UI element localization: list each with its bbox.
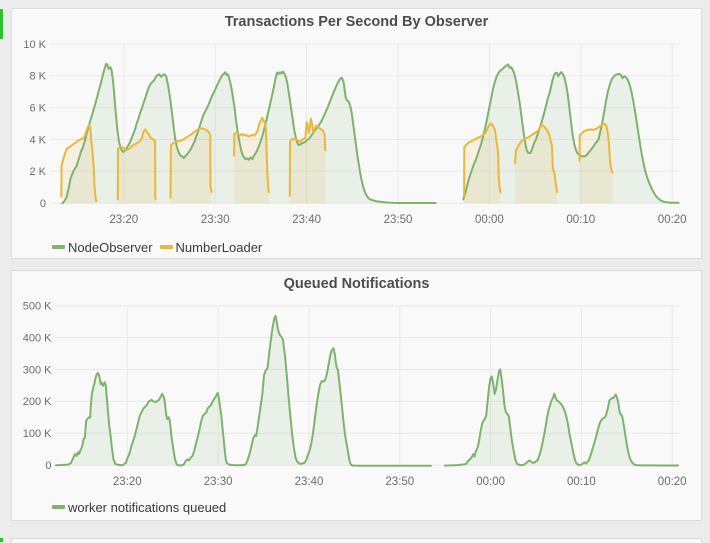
svg-text:00:20: 00:20 bbox=[658, 214, 687, 226]
svg-text:23:20: 23:20 bbox=[109, 214, 138, 226]
svg-text:00:20: 00:20 bbox=[658, 476, 687, 488]
svg-text:300 K: 300 K bbox=[23, 364, 52, 376]
svg-text:200 K: 200 K bbox=[23, 396, 52, 408]
svg-text:400 K: 400 K bbox=[23, 332, 52, 344]
svg-text:2 K: 2 K bbox=[29, 166, 46, 178]
svg-text:500 K: 500 K bbox=[23, 301, 52, 313]
svg-text:0: 0 bbox=[40, 198, 46, 210]
svg-text:23:40: 23:40 bbox=[295, 476, 324, 488]
svg-text:10 K: 10 K bbox=[23, 39, 46, 51]
svg-text:00:10: 00:10 bbox=[567, 476, 596, 488]
svg-text:4 K: 4 K bbox=[29, 134, 46, 146]
svg-text:00:00: 00:00 bbox=[475, 214, 504, 226]
svg-text:23:50: 23:50 bbox=[384, 214, 413, 226]
svg-text:0: 0 bbox=[45, 460, 51, 472]
svg-text:6 K: 6 K bbox=[29, 103, 46, 115]
svg-text:23:50: 23:50 bbox=[385, 476, 414, 488]
svg-text:100 K: 100 K bbox=[23, 428, 52, 440]
svg-text:23:40: 23:40 bbox=[292, 214, 321, 226]
svg-text:00:10: 00:10 bbox=[566, 214, 595, 226]
svg-text:8 K: 8 K bbox=[29, 71, 46, 83]
svg-text:23:30: 23:30 bbox=[204, 476, 233, 488]
svg-text:00:00: 00:00 bbox=[476, 476, 505, 488]
svg-text:23:20: 23:20 bbox=[113, 476, 142, 488]
svg-text:23:30: 23:30 bbox=[201, 214, 230, 226]
